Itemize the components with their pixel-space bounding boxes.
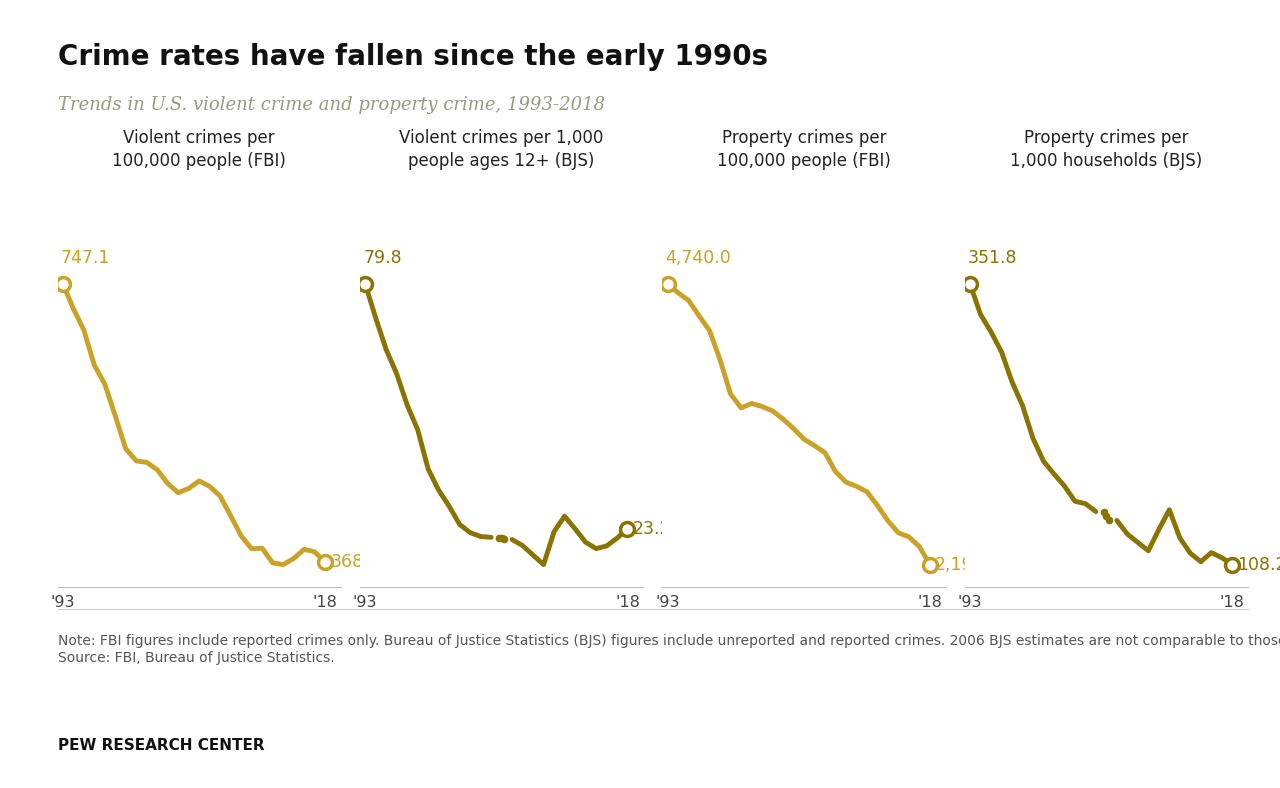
Title: Property crimes per
1,000 households (BJS): Property crimes per 1,000 households (BJ… <box>1010 128 1202 170</box>
Text: 108.2: 108.2 <box>1238 556 1280 574</box>
Title: Violent crimes per 1,000
people ages 12+ (BJS): Violent crimes per 1,000 people ages 12+… <box>399 128 604 170</box>
Title: Property crimes per
100,000 people (FBI): Property crimes per 100,000 people (FBI) <box>717 128 891 170</box>
Text: 747.1: 747.1 <box>60 249 110 267</box>
Text: Crime rates have fallen since the early 1990s: Crime rates have fallen since the early … <box>58 43 768 72</box>
Text: PEW RESEARCH CENTER: PEW RESEARCH CENTER <box>58 738 264 753</box>
Text: 2,199.5: 2,199.5 <box>936 556 1001 574</box>
Text: 368.9: 368.9 <box>330 553 380 571</box>
Text: 351.8: 351.8 <box>968 249 1018 267</box>
Text: Note: FBI figures include reported crimes only. Bureau of Justice Statistics (BJ: Note: FBI figures include reported crime… <box>58 634 1280 664</box>
Text: 4,740.0: 4,740.0 <box>666 249 731 267</box>
Text: Trends in U.S. violent crime and property crime, 1993-2018: Trends in U.S. violent crime and propert… <box>58 96 604 114</box>
Text: 79.8: 79.8 <box>364 249 402 267</box>
Title: Violent crimes per
100,000 people (FBI): Violent crimes per 100,000 people (FBI) <box>113 128 287 170</box>
Text: 23.2: 23.2 <box>632 520 671 537</box>
